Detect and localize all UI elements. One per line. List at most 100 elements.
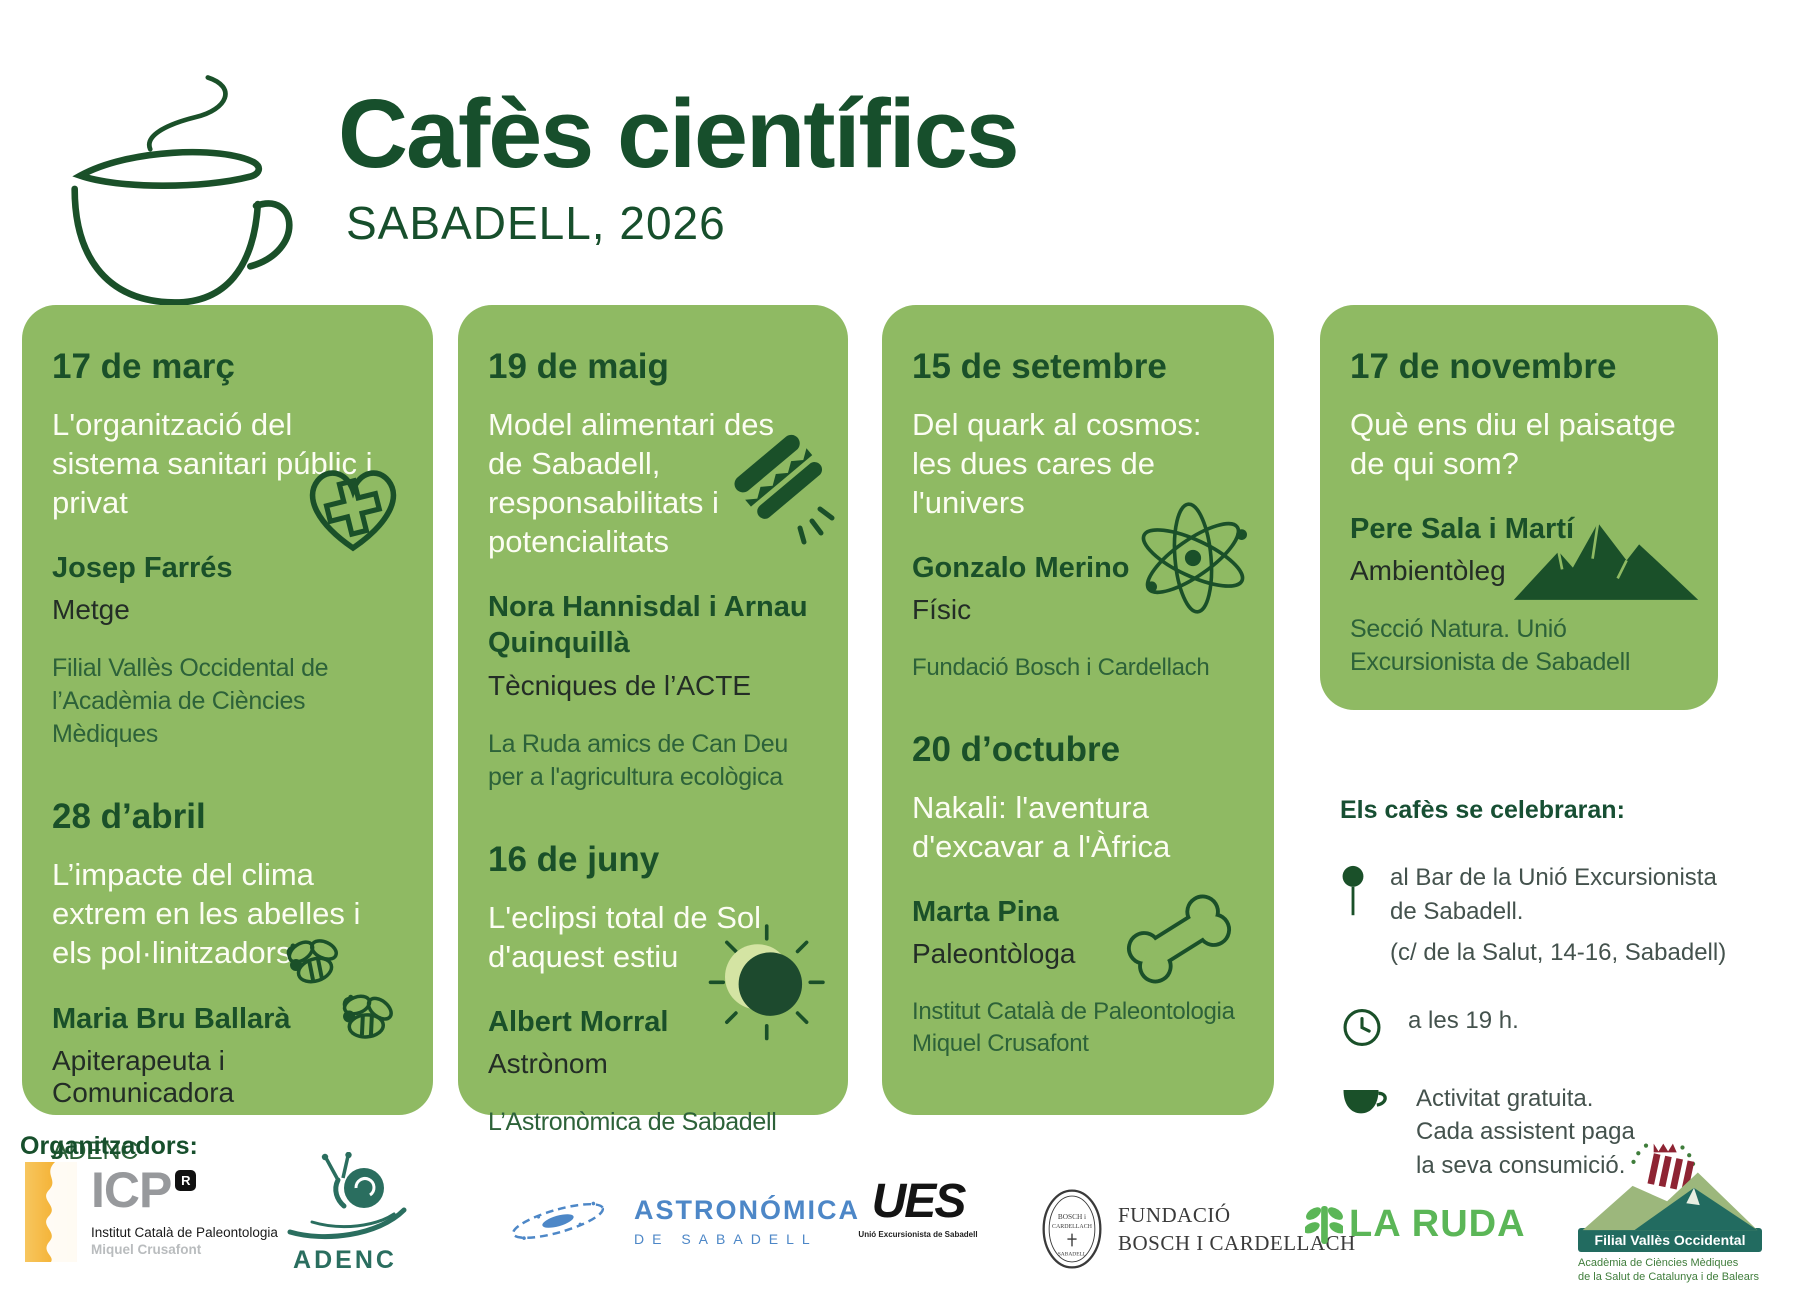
snail-icon	[287, 1152, 407, 1240]
event-title: L’impacte del clima extrem en les abelle…	[52, 857, 361, 971]
icp-name: Institut Català de Paleontologia	[91, 1225, 278, 1240]
speaker-role: Astrònom	[488, 1048, 608, 1080]
eclipse-sun-icon	[708, 924, 825, 1041]
speaker-org: L’Astronòmica de Sabadell	[488, 1108, 777, 1137]
coffee-cup-sketch-icon	[71, 75, 293, 306]
laruda-name: LA RUDA	[1349, 1202, 1526, 1245]
fbc-line2: BOSCH I CARDELLACH	[1118, 1231, 1356, 1255]
fbc-seal-icon: BOSCH i CARDELLACH SABADELL	[1042, 1189, 1102, 1269]
svg-text:BOSCH i: BOSCH i	[1058, 1212, 1086, 1221]
ues-logo: UES Unió Excursionista de Sabadell	[843, 1175, 993, 1240]
event-date: 17 de novembre	[1350, 347, 1617, 386]
event: 28 d’abril L’impacte del clima extrem en…	[52, 797, 403, 1167]
fbc-line1: FUNDACIÓ	[1118, 1202, 1231, 1227]
filial-valles-occidental-logo: Filial Vallès Occidental Acadèmia de Ciè…	[1578, 1136, 1762, 1285]
speaker-name: Maria Bru Ballarà	[52, 1002, 291, 1035]
event-card-may-june: 19 de maig Model alimentari des de Sabad…	[458, 305, 848, 1136]
icp-subname: Miquel Crusafont	[91, 1242, 202, 1257]
event-title: Model alimentari des de Sabadell, respon…	[488, 407, 775, 560]
speaker-name: Albert Morral	[488, 1005, 669, 1038]
filial-banner: Filial Vallès Occidental	[1578, 1228, 1762, 1252]
speaker-name: Gonzalo Merino	[912, 552, 1130, 585]
page-title: Cafès científics	[338, 79, 1020, 188]
fbc-text: FUNDACIÓ BOSCH I CARDELLACH	[1118, 1201, 1356, 1258]
registered-mark-icon: R	[175, 1170, 197, 1191]
sandwich-icon	[734, 434, 835, 545]
info-line: de Sabadell.	[1390, 897, 1524, 925]
event: 17 de març L'organització del sistema sa…	[52, 347, 403, 751]
info-item-price: Activitat gratuita. Cada assistent paga …	[1340, 1082, 1780, 1183]
astronomica-logo: ASTRONÓMICA DE SABADELL	[498, 1188, 860, 1254]
filial-caption-line: Acadèmia de Ciències Mèdiques	[1578, 1257, 1739, 1269]
speaker-name: Marta Pina	[912, 896, 1059, 929]
event-title: L'eclipsi total de Sol d'aquest estiu	[488, 899, 762, 974]
info-line: Activitat gratuita.	[1416, 1084, 1594, 1112]
event-card-september-october: 15 de setembre Del quark al cosmos: les …	[882, 305, 1274, 1115]
coffee-cup-icon	[1343, 1089, 1387, 1114]
info-line: a les 19 h.	[1408, 1006, 1519, 1034]
event: 20 d’octubre Nakali: l'aventura d'excava…	[912, 730, 1244, 1060]
organizers-heading: Organitzadors:	[20, 1132, 198, 1160]
filial-caption: Acadèmia de Ciències Mèdiques de la Salu…	[1578, 1256, 1762, 1285]
speaker-role: Metge	[52, 594, 130, 626]
event: 15 de setembre Del quark al cosmos: les …	[912, 347, 1244, 684]
event: 16 de juny L'eclipsi total de Sol d'aque…	[488, 840, 818, 1139]
info-heading: Els cafès se celebraran:	[1340, 796, 1625, 824]
adenc-logo: ADENC	[280, 1152, 410, 1275]
event-title: Què ens diu el paisatge de qui som?	[1350, 407, 1676, 482]
astronomica-subname: DE SABADELL	[634, 1231, 818, 1247]
speaker-role: Paleontòloga	[912, 938, 1076, 970]
speaker-role: Tècniques de l’ACTE	[488, 669, 752, 701]
info-section: Els cafès se celebraran: al Bar de la Un…	[1340, 796, 1780, 1217]
atom-icon	[1141, 502, 1247, 614]
ruda-plant-icon	[1305, 1205, 1343, 1244]
event-title: Nakali: l'aventura d'excavar a l'Àfrica	[912, 790, 1171, 865]
svg-text:CARDELLACH: CARDELLACH	[1052, 1224, 1093, 1230]
speaker-role: Físic	[912, 594, 972, 626]
info-line: al Bar de la Unió Excursionista	[1390, 864, 1717, 891]
icp-abbr: ICP	[91, 1162, 172, 1218]
bone-icon	[1126, 894, 1232, 984]
speaker-name: Josep Farrés	[52, 552, 233, 585]
speaker-role: Apiterapeuta i Comunicadora	[52, 1044, 235, 1108]
galaxy-icon	[511, 1201, 605, 1240]
speaker-org: ADENC	[52, 1136, 139, 1165]
icp-spine-graphic	[25, 1162, 77, 1262]
speaker-org: Institut Català de Paleontologia Miquel …	[912, 998, 1235, 1058]
event-date: 15 de setembre	[912, 347, 1167, 386]
speaker-name: Nora Hannisdal i Arnau Quinquillà	[488, 591, 808, 660]
info-text: Activitat gratuita. Cada assistent paga …	[1416, 1082, 1635, 1183]
event-card-march-april: 17 de març L'organització del sistema sa…	[22, 305, 433, 1165]
event-date: 28 d’abril	[52, 797, 206, 837]
speaker-org: Fundació Bosch i Cardellach	[912, 654, 1210, 682]
event: 19 de maig Model alimentari des de Sabad…	[488, 347, 818, 794]
info-line: la seva consumició.	[1416, 1151, 1626, 1179]
event-date: 16 de juny	[488, 839, 660, 879]
event-date: 19 de maig	[488, 347, 669, 386]
speaker-org: Filial Vallès Occidental de l’Acadèmia d…	[52, 654, 329, 749]
info-line: (c/ de la Salut, 14-16, Sabadell)	[1390, 939, 1727, 967]
event-title: Del quark al cosmos: les dues cares de l…	[912, 407, 1202, 521]
heart-cross-icon	[309, 470, 397, 552]
event-card-november: 17 de novembre Què ens diu el paisatge d…	[1320, 305, 1718, 710]
event: 17 de novembre Què ens diu el paisatge d…	[1350, 347, 1688, 679]
speaker-role: Ambientòleg	[1350, 555, 1506, 587]
filial-mountain-icon	[1582, 1143, 1758, 1231]
speaker-org: Secció Natura. Unió Excursionista de Sab…	[1350, 615, 1631, 677]
filial-caption-line: de la Salut de Catalunya i de Balears	[1578, 1271, 1760, 1284]
event-date: 20 d’octubre	[912, 730, 1121, 770]
astronomica-name: ASTRONÓMICA	[634, 1195, 860, 1225]
laruda-logo: LA RUDA	[1305, 1202, 1526, 1246]
event-date: 17 de març	[52, 347, 235, 386]
page-subtitle: SABADELL, 2026	[346, 197, 726, 249]
icp-logo: ICP R Institut Català de Paleontologia M…	[25, 1162, 278, 1262]
info-item-time: a les 19 h.	[1340, 1004, 1780, 1048]
svg-text:SABADELL: SABADELL	[1058, 1252, 1087, 1258]
bees-icon	[286, 939, 393, 1039]
astronomica-text: ASTRONÓMICA DE SABADELL	[634, 1195, 860, 1247]
speaker-org: La Ruda amics de Can Deu per a l'agricul…	[488, 729, 788, 791]
info-text: al Bar de la Unió Excursionista de Sabad…	[1390, 861, 1726, 970]
ues-abbr: UES	[871, 1175, 967, 1228]
icp-text-block: ICP R Institut Català de Paleontologia M…	[91, 1162, 278, 1262]
